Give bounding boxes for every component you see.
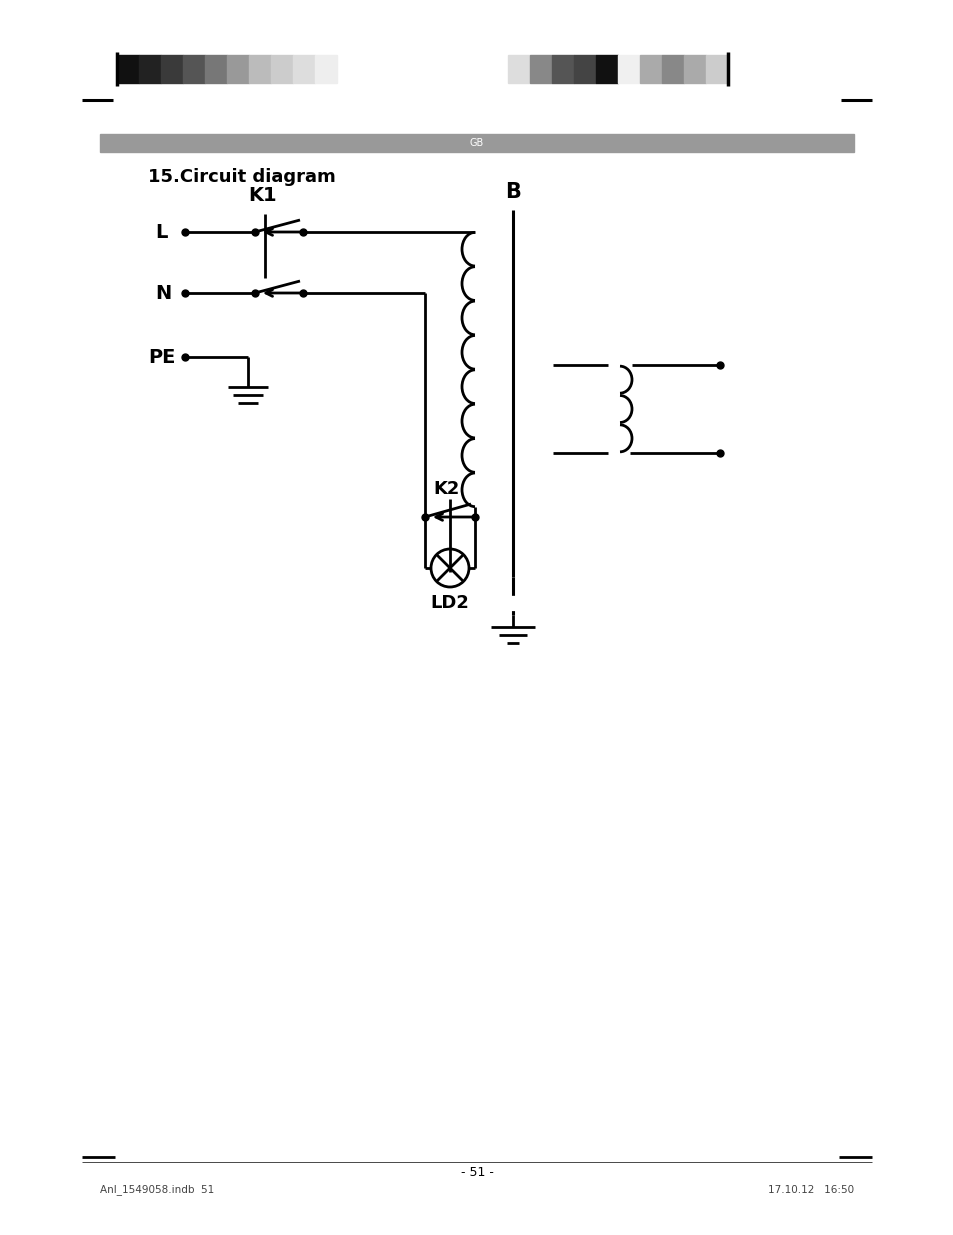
Text: 15.Circuit diagram: 15.Circuit diagram: [148, 168, 335, 186]
Bar: [596, 56, 618, 83]
Bar: [249, 56, 271, 83]
Text: PE: PE: [148, 347, 175, 367]
Bar: [117, 56, 139, 83]
Bar: [314, 56, 336, 83]
Text: LD2: LD2: [430, 594, 469, 613]
Bar: [227, 56, 249, 83]
Bar: [100, 135, 853, 152]
Text: - 51 -: - 51 -: [460, 1166, 493, 1178]
Bar: [705, 56, 727, 83]
Text: L: L: [154, 222, 167, 242]
Bar: [639, 56, 661, 83]
Text: K2: K2: [433, 480, 459, 498]
Bar: [161, 56, 183, 83]
Bar: [574, 56, 596, 83]
Bar: [271, 56, 293, 83]
Bar: [552, 56, 574, 83]
Text: N: N: [154, 284, 172, 303]
Text: 17.10.12   16:50: 17.10.12 16:50: [767, 1186, 853, 1195]
Text: B: B: [504, 182, 520, 203]
Bar: [293, 56, 314, 83]
Bar: [139, 56, 161, 83]
Bar: [661, 56, 683, 83]
Bar: [683, 56, 705, 83]
Text: GB: GB: [470, 138, 483, 148]
Bar: [530, 56, 552, 83]
Bar: [205, 56, 227, 83]
Text: Anl_1549058.indb  51: Anl_1549058.indb 51: [100, 1184, 214, 1195]
Bar: [183, 56, 205, 83]
Bar: [618, 56, 639, 83]
Text: K1: K1: [249, 185, 277, 205]
Bar: [507, 56, 530, 83]
